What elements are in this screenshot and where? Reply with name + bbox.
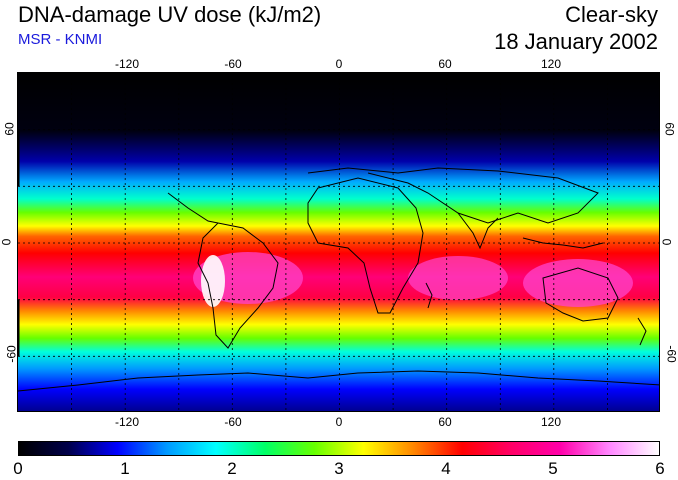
coastline-indonesia: [522, 237, 604, 249]
source-label: MSR - KNMI: [18, 31, 103, 48]
lon-tick-top: 0: [335, 57, 343, 71]
lon-tick-top: -60: [224, 57, 242, 71]
colorbar-tick: 5: [548, 459, 558, 478]
chart-title: DNA-damage UV dose (kJ/m2): [18, 2, 322, 27]
sky-condition-label: Clear-sky: [565, 2, 658, 27]
high-dose-patch: [523, 259, 633, 307]
coastline-antarctica: [18, 370, 659, 392]
lon-tick-bottom: 0: [335, 415, 343, 429]
coastline-south-america: [197, 222, 279, 349]
colorbar-tick: 1: [120, 459, 130, 478]
coastline-india: [457, 212, 499, 250]
high-dose-patch: [408, 256, 508, 300]
lat-tick-right: 0: [659, 238, 674, 246]
lon-tick-top: 60: [438, 57, 452, 71]
colorbar-tick: 2: [227, 459, 237, 478]
lon-tick-top: 120: [540, 57, 562, 71]
uv-dose-map-canvas: [18, 73, 659, 411]
colorbar-tick: 0: [13, 459, 23, 478]
lat-tick-left: 0: [0, 238, 14, 246]
uv-dose-map: [17, 72, 660, 412]
lon-tick-top: -120: [114, 57, 140, 71]
coastline-new-zealand: [637, 317, 647, 346]
coastline-europe-asia: [307, 167, 599, 224]
lon-tick-bottom: 120: [540, 415, 562, 429]
lon-tick-bottom: 60: [438, 415, 452, 429]
lon-tick-bottom: -120: [114, 415, 140, 429]
lat-tick-left: 60: [2, 122, 17, 136]
lat-tick-right: -60: [664, 345, 678, 363]
coastline-central-america: [167, 192, 219, 224]
coastline-africa: [307, 177, 424, 314]
uv-field: [18, 73, 659, 411]
coastline-madagascar: [425, 282, 433, 309]
coastline-australia: [542, 267, 619, 322]
colorbar-tick: 4: [441, 459, 451, 478]
lat-tick-right: 60: [662, 122, 677, 136]
peak-dose-patch: [201, 255, 225, 307]
colorbar-tick: 3: [334, 459, 344, 478]
date-label: 18 January 2002: [494, 29, 658, 54]
lon-tick-bottom: -60: [224, 415, 242, 429]
colorbar: [18, 441, 660, 456]
colorbar-tick: 6: [655, 459, 665, 478]
